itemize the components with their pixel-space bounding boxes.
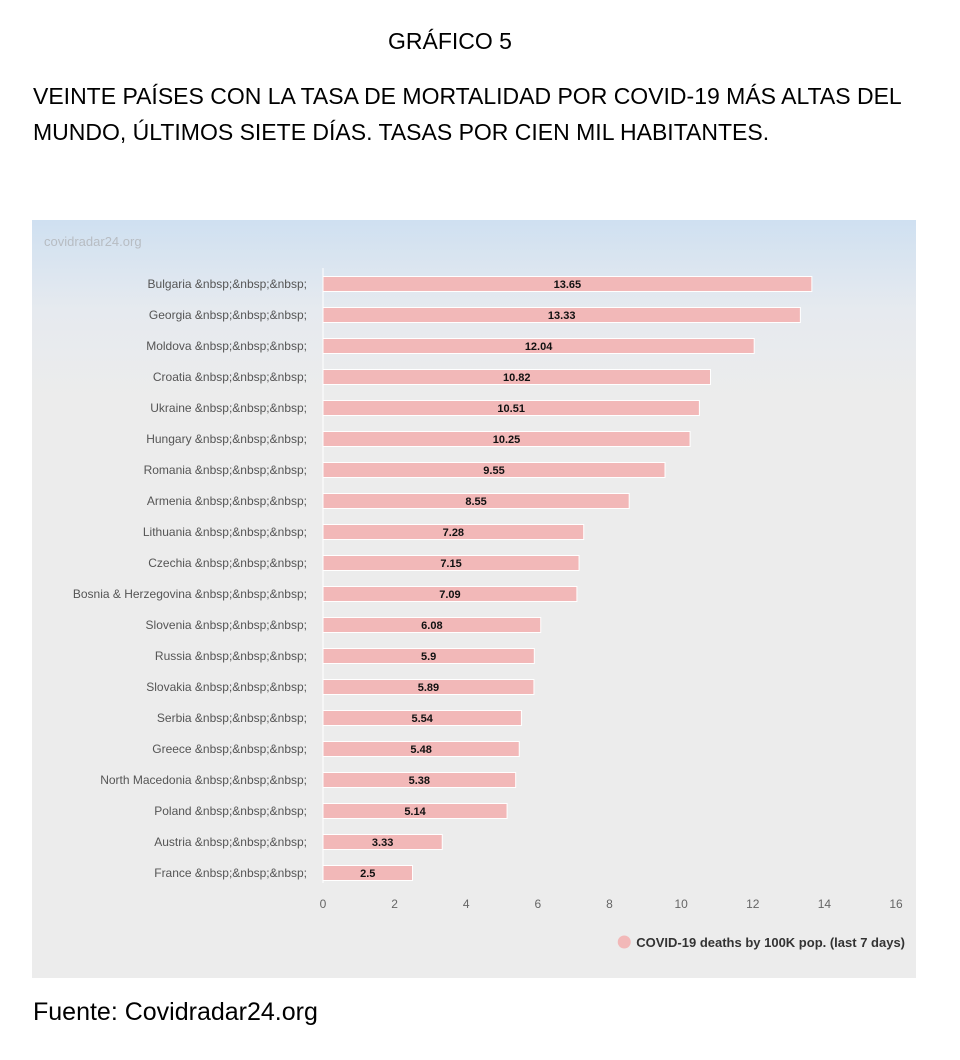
bar[interactable] [322, 524, 585, 540]
bar-value-label: 5.9 [421, 651, 436, 663]
bar-value-label: 2.5 [360, 868, 375, 880]
bar[interactable] [322, 493, 630, 509]
category-label: Austria &nbsp;&nbsp;&nbsp; [154, 835, 307, 849]
bar-value-label: 6.08 [421, 620, 442, 632]
bar[interactable] [322, 617, 542, 633]
bar[interactable] [322, 834, 443, 850]
category-label: Bosnia & Herzegovina &nbsp;&nbsp;&nbsp; [73, 587, 307, 601]
bar-value-label: 5.14 [404, 806, 426, 818]
category-label: Armenia &nbsp;&nbsp;&nbsp; [147, 494, 307, 508]
figure-label: GRÁFICO 5 [388, 28, 512, 54]
category-label: Slovakia &nbsp;&nbsp;&nbsp; [146, 680, 307, 694]
category-label: Lithuania &nbsp;&nbsp;&nbsp; [143, 525, 307, 539]
source-note: Fuente: Covidradar24.org [33, 998, 318, 1026]
bar[interactable] [322, 338, 755, 354]
category-label: Romania &nbsp;&nbsp;&nbsp; [144, 463, 307, 477]
bar-value-label: 5.48 [410, 744, 431, 756]
bar[interactable] [322, 679, 535, 695]
bar[interactable] [322, 307, 801, 323]
legend-marker[interactable] [617, 935, 631, 949]
bar-value-label: 13.33 [548, 310, 576, 322]
bar-value-label: 5.54 [411, 713, 433, 725]
category-label: Moldova &nbsp;&nbsp;&nbsp; [146, 339, 307, 353]
x-tick-label: 2 [391, 897, 398, 911]
watermark: covidradar24.org [44, 234, 142, 249]
bar[interactable] [322, 369, 711, 385]
bar-value-label: 7.09 [439, 589, 460, 601]
category-label: Ukraine &nbsp;&nbsp;&nbsp; [150, 401, 307, 415]
bar[interactable] [322, 865, 414, 881]
legend-label: COVID-19 deaths by 100K pop. (last 7 day… [636, 935, 905, 950]
bar[interactable] [322, 276, 813, 292]
x-tick-label: 14 [818, 897, 832, 911]
bar-chart: Bulgaria &nbsp;&nbsp;&nbsp; 13.65 Georgia … [73, 268, 905, 950]
bar[interactable] [322, 710, 522, 726]
bar[interactable] [322, 400, 700, 416]
x-tick-label: 16 [889, 897, 903, 911]
bar[interactable] [322, 772, 517, 788]
category-label: Slovenia &nbsp;&nbsp;&nbsp; [146, 618, 307, 632]
bar-value-label: 9.55 [483, 465, 504, 477]
bar-value-label: 10.25 [493, 434, 521, 446]
bar-value-label: 7.28 [443, 527, 464, 539]
category-label: Poland &nbsp;&nbsp;&nbsp; [154, 804, 307, 818]
x-tick-label: 6 [535, 897, 542, 911]
x-tick-label: 0 [320, 897, 327, 911]
bar-value-label: 5.38 [409, 775, 430, 787]
chart-panel: covidradar24.org Bulgaria &nbsp;&nbsp;&n… [32, 220, 916, 978]
bar[interactable] [322, 648, 535, 664]
category-label: France &nbsp;&nbsp;&nbsp; [154, 866, 307, 880]
bar[interactable] [322, 586, 578, 602]
category-label: Russia &nbsp;&nbsp;&nbsp; [155, 649, 307, 663]
bar[interactable] [322, 741, 520, 757]
category-label: Serbia &nbsp;&nbsp;&nbsp; [157, 711, 307, 725]
bar-value-label: 10.51 [497, 403, 525, 415]
chart-title: VEINTE PAÍSES CON LA TASA DE MORTALIDAD … [33, 83, 901, 145]
bar-value-label: 8.55 [465, 496, 486, 508]
category-label: Greece &nbsp;&nbsp;&nbsp; [152, 742, 307, 756]
category-label: Georgia &nbsp;&nbsp;&nbsp; [149, 308, 307, 322]
x-tick-label: 4 [463, 897, 470, 911]
bar-value-label: 5.89 [418, 682, 439, 694]
category-label: North Macedonia &nbsp;&nbsp;&nbsp; [100, 773, 307, 787]
bar[interactable] [322, 462, 666, 478]
category-label: Croatia &nbsp;&nbsp;&nbsp; [153, 370, 307, 384]
bar[interactable] [322, 431, 691, 447]
x-tick-label: 10 [674, 897, 688, 911]
bar-value-label: 12.04 [525, 341, 553, 353]
bar-value-label: 10.82 [503, 372, 531, 384]
bar[interactable] [322, 555, 580, 571]
x-tick-label: 12 [746, 897, 760, 911]
bar[interactable] [322, 803, 508, 819]
category-label: Bulgaria &nbsp;&nbsp;&nbsp; [148, 277, 307, 291]
bar-value-label: 3.33 [372, 837, 393, 849]
category-label: Hungary &nbsp;&nbsp;&nbsp; [146, 432, 307, 446]
bar-value-label: 13.65 [554, 279, 582, 291]
bar-value-label: 7.15 [440, 558, 461, 570]
category-label: Czechia &nbsp;&nbsp;&nbsp; [148, 556, 307, 570]
x-tick-label: 8 [606, 897, 613, 911]
